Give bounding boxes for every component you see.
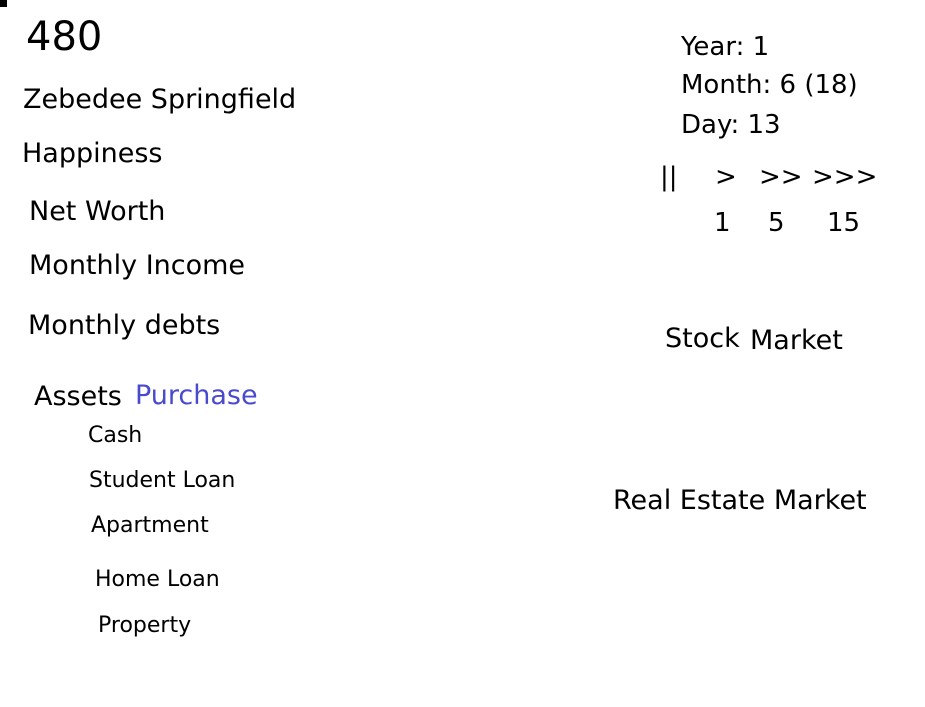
- date-year: Year: 1: [681, 32, 770, 62]
- stock-market-link-word1[interactable]: Stock: [665, 323, 740, 354]
- play-button[interactable]: >: [715, 162, 737, 192]
- speed-label-fastest: 15: [827, 208, 861, 238]
- asset-apartment: Apartment: [91, 513, 209, 538]
- speed-label-play: 1: [714, 208, 731, 238]
- stat-monthly-debts: Monthly debts: [28, 310, 221, 341]
- stock-market-link-word2[interactable]: Market: [750, 325, 843, 356]
- pause-button[interactable]: ||: [660, 162, 678, 192]
- player-name: Zebedee Springfield: [23, 84, 297, 115]
- stat-monthly-income: Monthly Income: [29, 250, 246, 281]
- asset-cash: Cash: [88, 423, 143, 448]
- purchase-link[interactable]: Purchase: [135, 380, 258, 411]
- asset-home-loan: Home Loan: [95, 567, 220, 592]
- asset-student-loan: Student Loan: [89, 468, 236, 493]
- corner-marker: [0, 0, 7, 7]
- asset-property: Property: [98, 613, 192, 638]
- date-day: Day: 13: [681, 110, 781, 140]
- speed-label-fast: 5: [768, 208, 785, 238]
- real-estate-market-link[interactable]: Real Estate Market: [613, 485, 867, 516]
- assets-heading: Assets: [34, 381, 122, 412]
- fastest-forward-button[interactable]: >>>: [812, 162, 878, 192]
- fast-forward-button[interactable]: >>: [759, 162, 803, 192]
- stat-happiness: Happiness: [22, 138, 163, 169]
- date-month: Month: 6 (18): [681, 70, 858, 100]
- stat-net-worth: Net Worth: [29, 196, 166, 227]
- score-value: 480: [26, 14, 103, 60]
